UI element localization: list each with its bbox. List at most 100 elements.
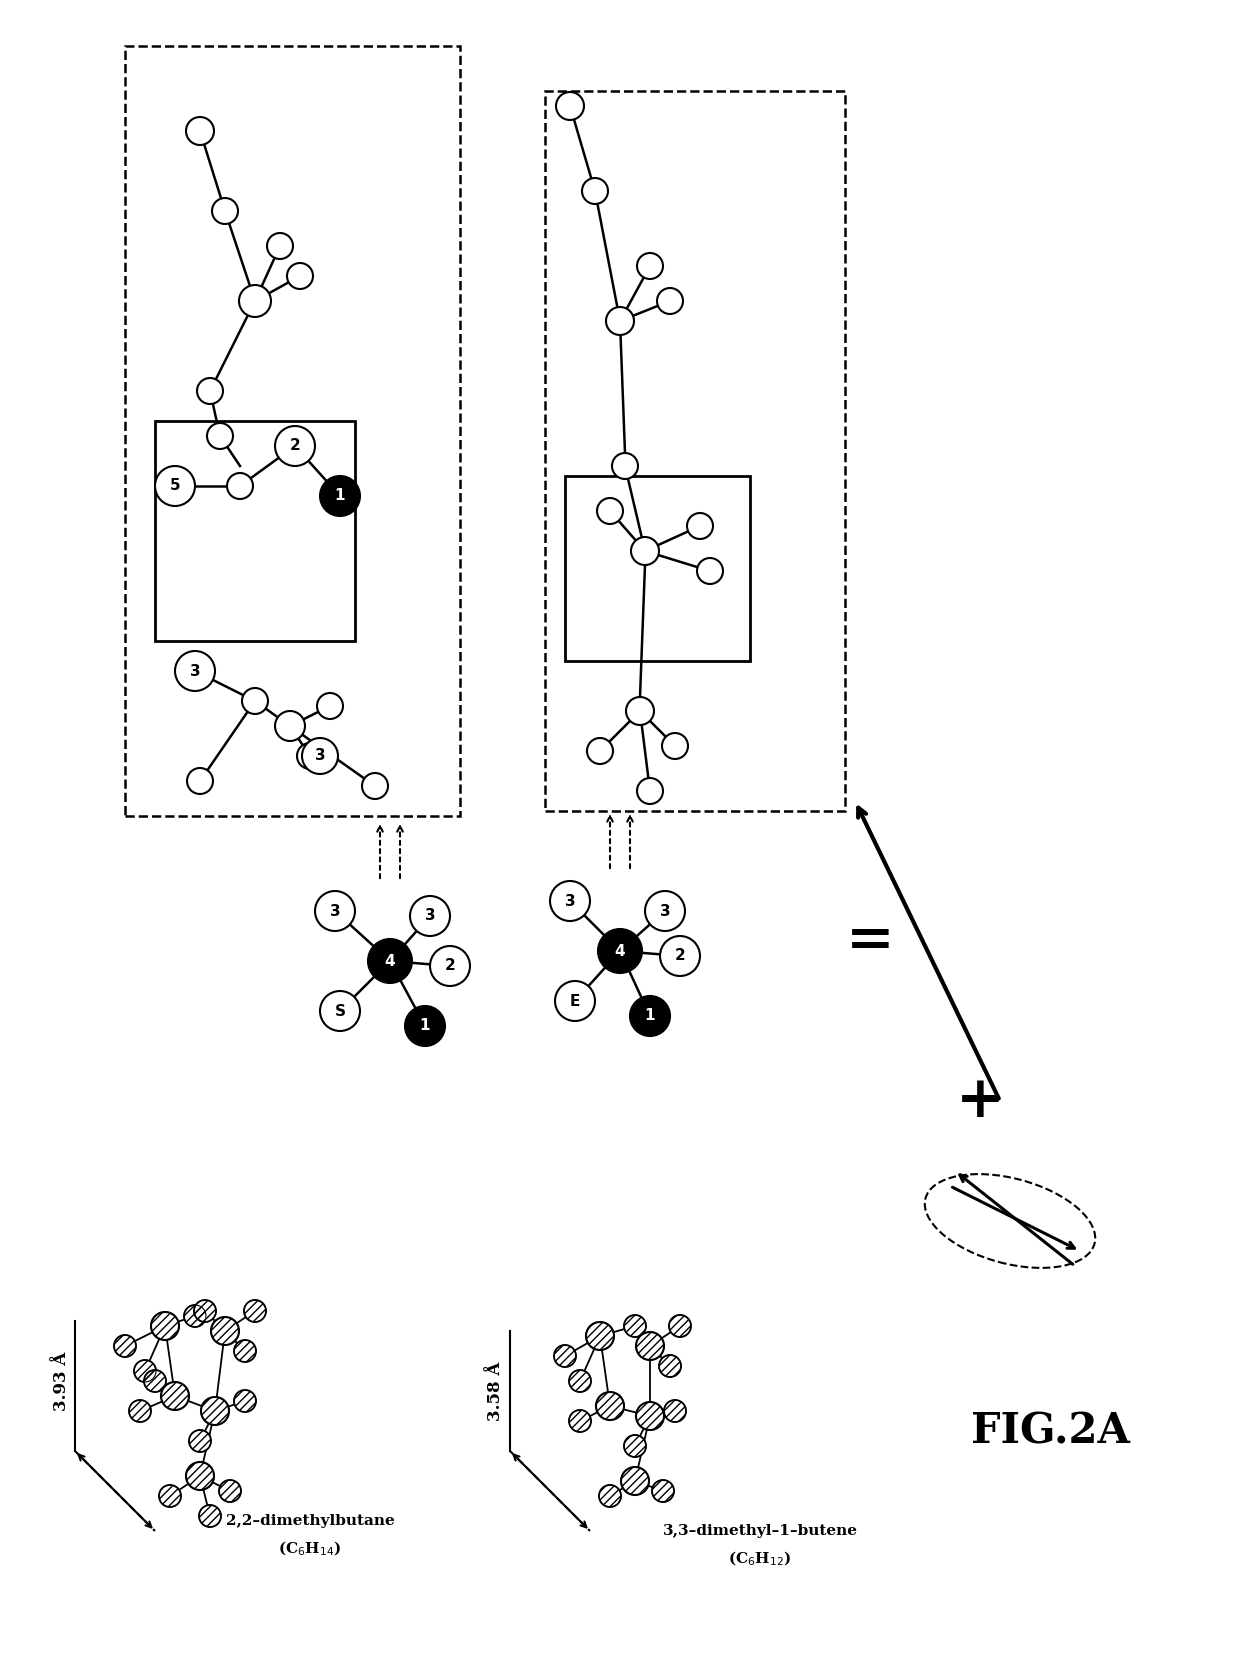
Circle shape [161, 1382, 188, 1410]
Circle shape [155, 467, 195, 507]
Circle shape [186, 116, 215, 145]
Circle shape [637, 777, 663, 804]
Circle shape [626, 698, 653, 724]
Text: 2: 2 [445, 958, 455, 973]
Circle shape [207, 424, 233, 448]
Circle shape [201, 1397, 229, 1425]
Circle shape [286, 262, 312, 289]
Circle shape [687, 513, 713, 540]
Circle shape [663, 1400, 686, 1422]
Circle shape [430, 947, 470, 987]
Circle shape [368, 938, 412, 983]
Text: 3: 3 [330, 904, 340, 919]
Text: 4: 4 [615, 943, 625, 958]
Text: 3: 3 [660, 904, 671, 919]
Text: 1: 1 [335, 488, 345, 503]
Circle shape [212, 198, 238, 224]
Circle shape [613, 453, 639, 478]
Circle shape [320, 992, 360, 1031]
Circle shape [298, 742, 322, 769]
Text: 1: 1 [645, 1008, 655, 1023]
Circle shape [193, 1301, 216, 1322]
Circle shape [315, 890, 355, 932]
Text: 4: 4 [384, 953, 396, 968]
Bar [155, 420, 355, 641]
Bar [565, 477, 750, 661]
Text: (C$_6$H$_{14}$): (C$_6$H$_{14}$) [279, 1540, 341, 1558]
Circle shape [660, 937, 701, 977]
Text: (C$_6$H$_{12}$): (C$_6$H$_{12}$) [728, 1550, 791, 1568]
Text: 3: 3 [564, 894, 575, 909]
Text: FIG.2A: FIG.2A [971, 1410, 1130, 1452]
Text: 5: 5 [170, 478, 180, 493]
Circle shape [587, 1322, 614, 1350]
Circle shape [114, 1335, 136, 1357]
Circle shape [198, 1505, 221, 1526]
Circle shape [621, 1467, 649, 1495]
Text: 3,3–dimethyl–1–butene: 3,3–dimethyl–1–butene [662, 1525, 858, 1538]
Circle shape [554, 1345, 577, 1367]
Circle shape [134, 1360, 156, 1382]
Circle shape [317, 693, 343, 719]
Circle shape [697, 558, 723, 585]
Circle shape [657, 287, 683, 314]
Circle shape [636, 1332, 663, 1360]
Circle shape [242, 688, 268, 714]
Bar [125, 47, 460, 816]
Circle shape [267, 233, 293, 259]
Circle shape [227, 473, 253, 498]
Circle shape [303, 737, 339, 774]
Circle shape [631, 537, 658, 565]
Circle shape [587, 737, 613, 764]
Text: 3: 3 [424, 909, 435, 924]
Circle shape [569, 1370, 591, 1392]
Text: 1: 1 [420, 1018, 430, 1033]
Text: 2,2–dimethylbutane: 2,2–dimethylbutane [226, 1513, 394, 1528]
Circle shape [596, 1392, 624, 1420]
Circle shape [637, 252, 663, 279]
Circle shape [596, 498, 622, 523]
Text: 3.58 Å: 3.58 Å [486, 1362, 503, 1420]
Circle shape [624, 1435, 646, 1457]
Circle shape [652, 1480, 675, 1502]
Text: S: S [335, 1003, 346, 1018]
Circle shape [275, 425, 315, 467]
Circle shape [410, 895, 450, 937]
Text: +: + [956, 1073, 1004, 1129]
Circle shape [197, 379, 223, 404]
Circle shape [239, 286, 272, 317]
Circle shape [144, 1370, 166, 1392]
Text: E: E [570, 993, 580, 1008]
Circle shape [187, 767, 213, 794]
Circle shape [662, 733, 688, 759]
Circle shape [219, 1480, 241, 1502]
Circle shape [211, 1317, 239, 1345]
Text: 3.93 Å: 3.93 Å [53, 1352, 71, 1410]
Circle shape [569, 1410, 591, 1432]
Circle shape [320, 477, 360, 517]
Circle shape [275, 711, 305, 741]
Text: 2: 2 [675, 948, 686, 963]
Circle shape [551, 880, 590, 920]
Circle shape [645, 890, 684, 932]
Circle shape [405, 1007, 445, 1046]
Circle shape [606, 307, 634, 336]
Circle shape [175, 651, 215, 691]
Circle shape [670, 1316, 691, 1337]
Circle shape [362, 772, 388, 799]
Circle shape [599, 1485, 621, 1507]
Circle shape [188, 1430, 211, 1452]
Circle shape [556, 982, 595, 1022]
Text: 3: 3 [190, 663, 201, 678]
Text: =: = [846, 914, 894, 968]
Circle shape [636, 1402, 663, 1430]
Circle shape [186, 1462, 215, 1490]
Circle shape [234, 1340, 255, 1362]
Circle shape [244, 1301, 267, 1322]
Circle shape [658, 1355, 681, 1377]
Circle shape [624, 1316, 646, 1337]
Circle shape [234, 1390, 255, 1412]
Circle shape [630, 997, 670, 1036]
Circle shape [129, 1400, 151, 1422]
Circle shape [598, 928, 642, 973]
